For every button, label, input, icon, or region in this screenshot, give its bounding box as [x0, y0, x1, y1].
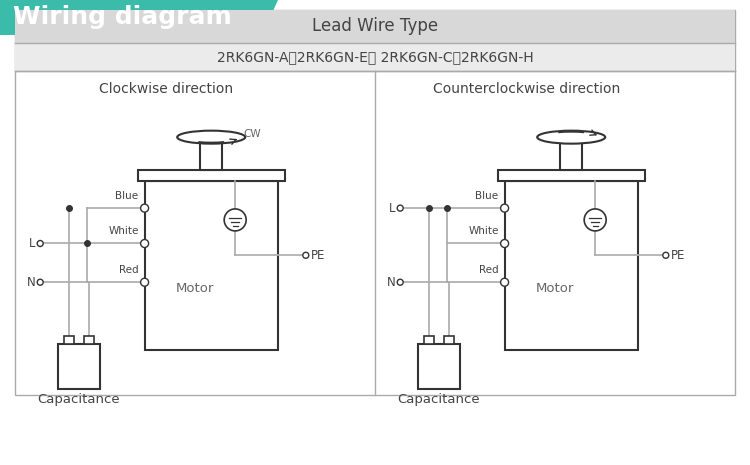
Text: CW: CW [243, 129, 261, 139]
Bar [444, 336, 454, 344]
Bar [200, 142, 222, 170]
Circle shape [38, 240, 44, 246]
Circle shape [140, 239, 148, 247]
Bar [418, 344, 460, 389]
Text: Blue: Blue [116, 191, 139, 201]
Circle shape [140, 204, 148, 212]
Polygon shape [0, 0, 278, 35]
Circle shape [398, 279, 404, 285]
Bar [497, 170, 645, 181]
Text: L: L [388, 202, 395, 215]
Bar [64, 336, 74, 344]
Bar [58, 344, 100, 389]
Text: PE: PE [310, 249, 326, 262]
Text: Blue: Blue [476, 191, 499, 201]
Text: N: N [26, 276, 35, 289]
Circle shape [584, 209, 606, 231]
Circle shape [224, 209, 246, 231]
Circle shape [140, 278, 148, 286]
Text: Motor: Motor [176, 282, 214, 295]
Text: 2RK6GN-A、2RK6GN-E、 2RK6GN-C、2RK6GN-H: 2RK6GN-A、2RK6GN-E、 2RK6GN-C、2RK6GN-H [217, 50, 533, 64]
Bar [15, 43, 735, 71]
Text: Counterclockwise direction: Counterclockwise direction [433, 82, 620, 96]
Bar [84, 336, 94, 344]
Circle shape [663, 252, 669, 258]
Bar [145, 181, 278, 350]
Text: PE: PE [670, 249, 686, 262]
Circle shape [398, 205, 404, 211]
Text: L: L [28, 237, 35, 250]
Text: Wiring diagram: Wiring diagram [13, 5, 232, 29]
Circle shape [303, 252, 309, 258]
Bar [560, 142, 582, 170]
Ellipse shape [177, 131, 245, 144]
Text: Lead Wire Type: Lead Wire Type [312, 18, 438, 35]
Circle shape [500, 278, 508, 286]
Bar [424, 336, 434, 344]
Text: N: N [386, 276, 395, 289]
Circle shape [500, 204, 508, 212]
Text: Red: Red [119, 265, 139, 275]
Text: White: White [468, 226, 499, 237]
Text: Capacitance: Capacitance [398, 393, 480, 406]
Text: Capacitance: Capacitance [38, 393, 120, 406]
Circle shape [38, 279, 44, 285]
Bar [15, 10, 735, 395]
Text: Red: Red [479, 265, 499, 275]
Bar [137, 170, 285, 181]
Text: Motor: Motor [536, 282, 574, 295]
Text: Clockwise direction: Clockwise direction [99, 82, 233, 96]
Text: White: White [108, 226, 139, 237]
Bar [15, 10, 735, 43]
Ellipse shape [537, 131, 605, 144]
Circle shape [500, 239, 508, 247]
Bar [505, 181, 638, 350]
